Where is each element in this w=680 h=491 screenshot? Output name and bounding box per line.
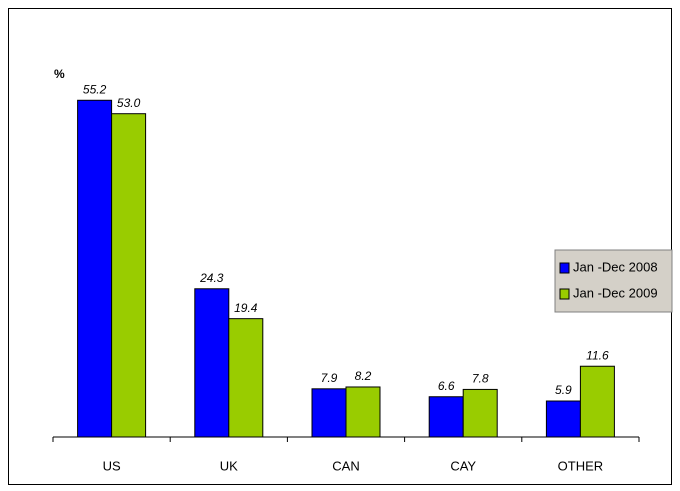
y-label: % <box>54 67 65 81</box>
data-label: 55.2 <box>83 82 107 96</box>
data-label: 8.2 <box>355 369 372 383</box>
bar <box>345 386 381 438</box>
bar <box>579 365 615 438</box>
x-tick-label: CAN <box>332 458 359 473</box>
legend-label: Jan -Dec 2008 <box>573 259 658 274</box>
legend-box <box>554 249 673 313</box>
data-label: 19.4 <box>234 301 258 315</box>
data-label: 7.9 <box>321 371 338 385</box>
bar <box>77 99 113 438</box>
data-label: 53.0 <box>117 96 141 110</box>
x-tick-label: UK <box>220 458 238 473</box>
bar <box>228 318 264 438</box>
x-tick-label: US <box>103 458 121 473</box>
data-label: 11.6 <box>586 348 609 362</box>
bar <box>111 113 147 438</box>
bar <box>311 388 347 438</box>
legend-swatch <box>559 262 570 274</box>
data-label: 7.8 <box>472 372 489 386</box>
bar <box>545 400 581 438</box>
x-tick-label: OTHER <box>558 458 604 473</box>
data-label: 6.6 <box>438 379 455 393</box>
legend-label: Jan -Dec 2009 <box>573 285 658 300</box>
data-label: 24.3 <box>199 271 224 285</box>
x-tick-label: CAY <box>450 458 476 473</box>
legend-swatch <box>559 288 570 300</box>
bar <box>194 288 230 438</box>
bar <box>462 388 498 438</box>
bar <box>428 396 464 438</box>
data-label: 5.9 <box>555 383 572 397</box>
